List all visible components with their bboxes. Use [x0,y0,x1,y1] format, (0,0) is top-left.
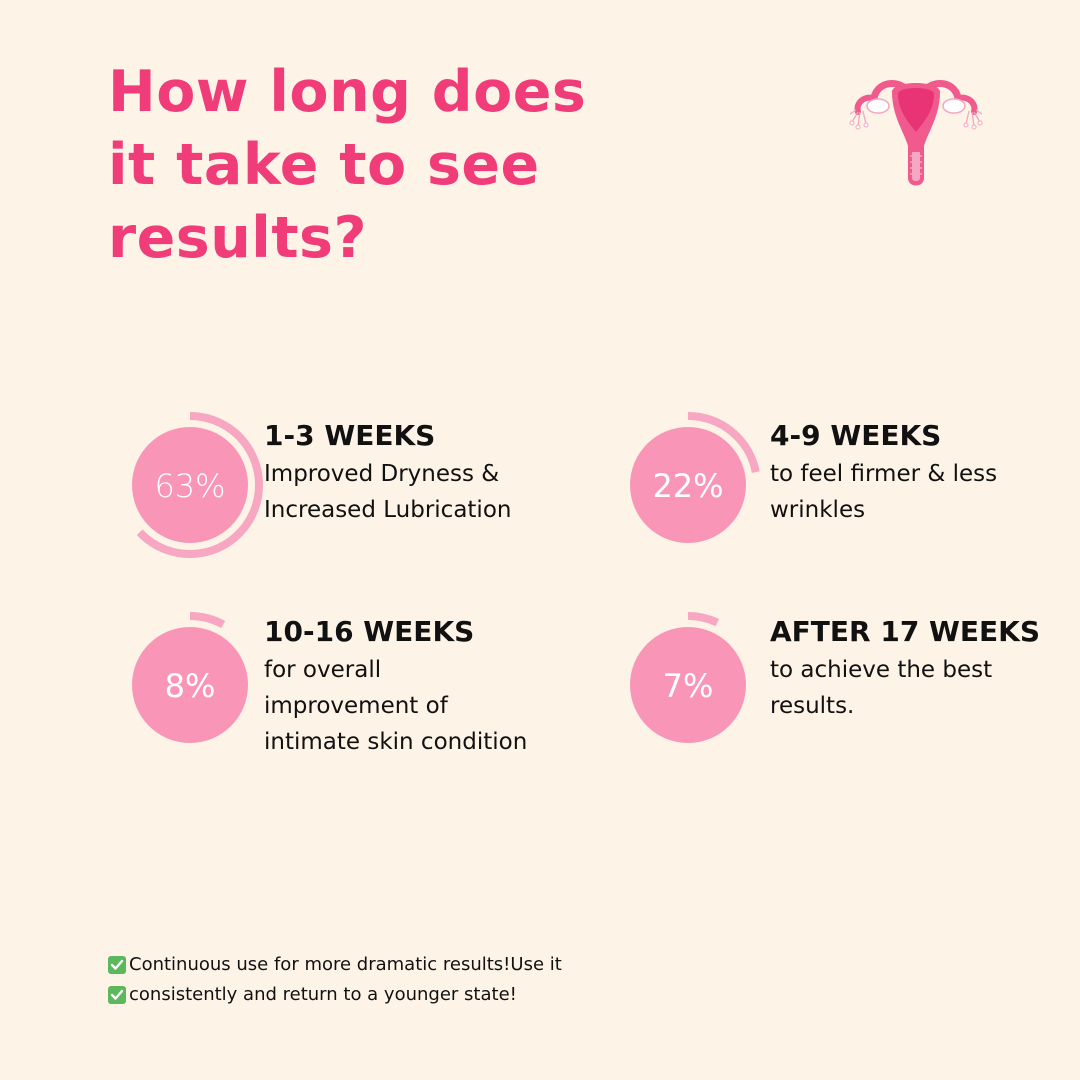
title-line: results? [108,205,368,271]
check-mark-icon [108,986,126,1004]
stat-description: improvement of [264,693,448,719]
weeks-heading: 1-3 WEEKS [264,419,436,452]
stat-description: wrinkles [770,497,866,523]
weeks-heading: 10-16 WEEKS [264,615,475,648]
stat-description: for overall [264,657,382,683]
footer-line: Continuous use for more dramatic results… [108,950,562,980]
percent-label: 7% [663,667,714,705]
progress-ring: 8% [132,612,248,743]
progress-ring: 63% [132,412,263,558]
uterus-icon [849,80,983,186]
stat-description: to achieve the best [770,657,993,683]
title-line: How long does [108,59,587,125]
title-line: it take to see [108,132,540,198]
footer-note: Continuous use for more dramatic results… [108,950,562,1010]
footer-text: Continuous use for more dramatic results… [129,954,562,975]
stat-description: intimate skin condition [264,729,528,755]
stat-description: results. [770,693,855,719]
percent-label: 22% [652,467,723,505]
check-mark-icon [108,956,126,974]
footer-line: consistently and return to a younger sta… [108,980,562,1010]
percent-label: 63% [154,467,225,505]
footer-text: consistently and return to a younger sta… [129,984,517,1005]
weeks-heading: 4-9 WEEKS [770,419,942,452]
stat-description: Improved Dryness & [264,461,500,487]
weeks-heading: AFTER 17 WEEKS [770,615,1041,648]
stat-description: Increased Lubrication [264,497,512,523]
stat-description: to feel firmer & less [770,461,998,487]
page-title: How long does it take to see results? [108,56,728,275]
progress-ring: 22% [630,412,760,543]
progress-ring: 7% [630,612,746,743]
percent-label: 8% [165,667,216,705]
